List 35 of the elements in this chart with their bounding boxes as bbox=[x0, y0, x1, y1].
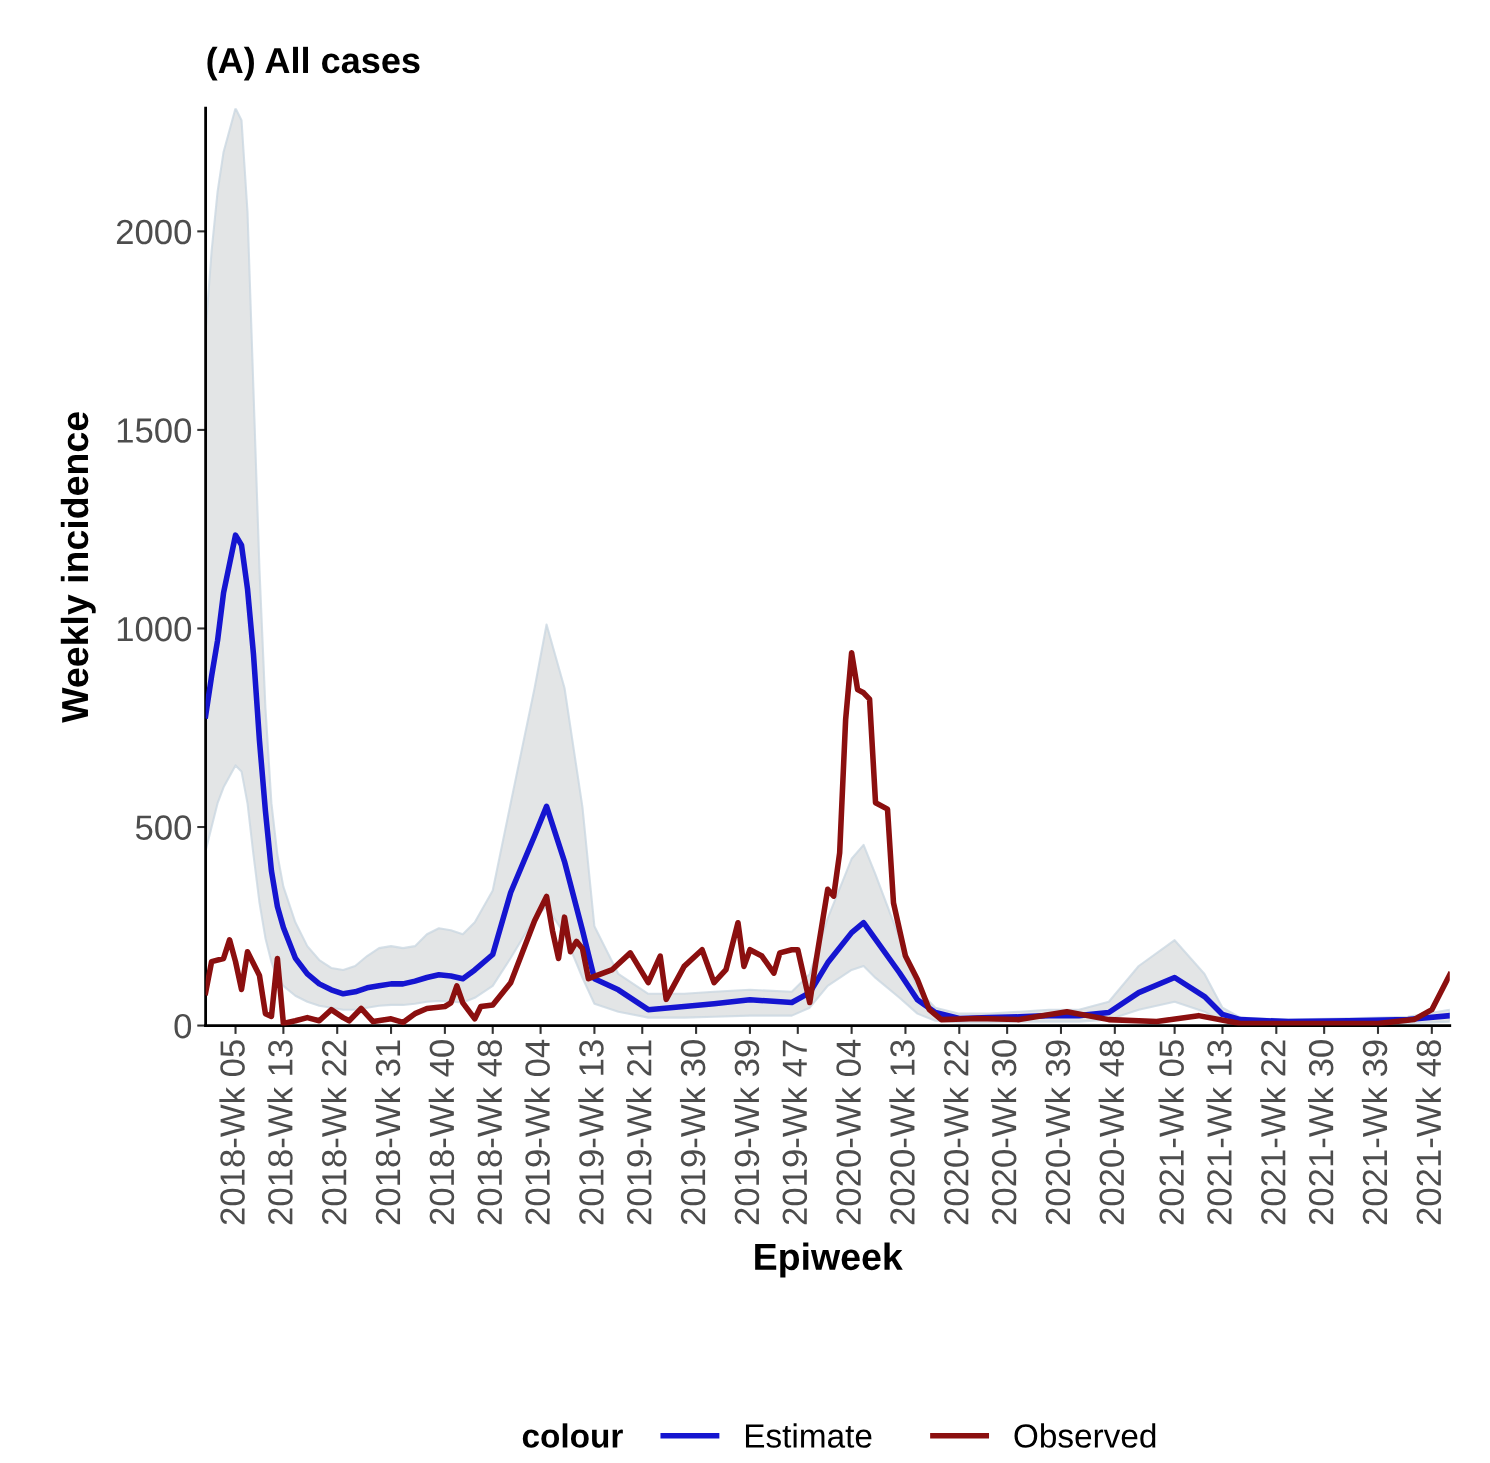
x-tick-label: 2020-Wk 13 bbox=[889, 1040, 915, 1225]
x-tick-label: 2019-Wk 39 bbox=[733, 1040, 760, 1225]
x-tick-label: 2019-Wk 30 bbox=[679, 1040, 706, 1225]
x-tick-label: 2018-Wk 22 bbox=[321, 1040, 347, 1225]
x-tick-label: 2018-Wk 05 bbox=[219, 1040, 245, 1225]
x-tick-label: 2020-Wk 04 bbox=[835, 1039, 861, 1225]
y-tick-label: 1000 bbox=[117, 616, 192, 642]
x-tick-label: 2021-Wk 13 bbox=[1206, 1040, 1232, 1225]
y-tick-label: 500 bbox=[135, 815, 192, 840]
x-axis-title: Epiweek bbox=[755, 1242, 903, 1278]
x-tick-label: 2020-Wk 48 bbox=[1098, 1040, 1125, 1225]
x-tick-label: 2018-Wk 48 bbox=[476, 1040, 503, 1225]
legend-label: Estimate bbox=[745, 1423, 872, 1448]
x-tick-label: 2018-Wk 40 bbox=[428, 1040, 455, 1225]
y-tick-label: 2000 bbox=[116, 219, 192, 245]
x-tick-label: 2018-Wk 13 bbox=[267, 1040, 293, 1225]
legend-label: Observed bbox=[1014, 1423, 1156, 1448]
y-tick-label: 0 bbox=[174, 1013, 192, 1039]
x-tick-label: 2021-Wk 48 bbox=[1415, 1040, 1442, 1225]
x-tick-label: 2021-Wk 30 bbox=[1307, 1040, 1334, 1225]
legend-title: colour bbox=[522, 1423, 623, 1448]
x-tick-label: 2019-Wk 13 bbox=[578, 1040, 604, 1225]
x-tick-label: 2018-Wk 31 bbox=[374, 1040, 401, 1225]
x-tick-label: 2020-Wk 39 bbox=[1044, 1040, 1071, 1225]
x-tick-label: 2021-Wk 05 bbox=[1158, 1040, 1184, 1225]
x-tick-label: 2019-Wk 21 bbox=[626, 1040, 652, 1225]
x-tick-label: 2021-Wk 39 bbox=[1361, 1040, 1388, 1225]
x-tick-label: 2020-Wk 30 bbox=[990, 1040, 1017, 1225]
x-tick-label: 2020-Wk 22 bbox=[943, 1040, 969, 1225]
y-tick-label: 1500 bbox=[117, 418, 192, 443]
x-tick-label: 2021-Wk 22 bbox=[1260, 1040, 1286, 1225]
x-tick-label: 2019-Wk 04 bbox=[524, 1039, 550, 1225]
x-tick-label: 2019-Wk 47 bbox=[781, 1040, 808, 1225]
chart-title: (A) All cases bbox=[207, 46, 420, 81]
y-axis-title: Weekly incidence bbox=[60, 412, 96, 723]
